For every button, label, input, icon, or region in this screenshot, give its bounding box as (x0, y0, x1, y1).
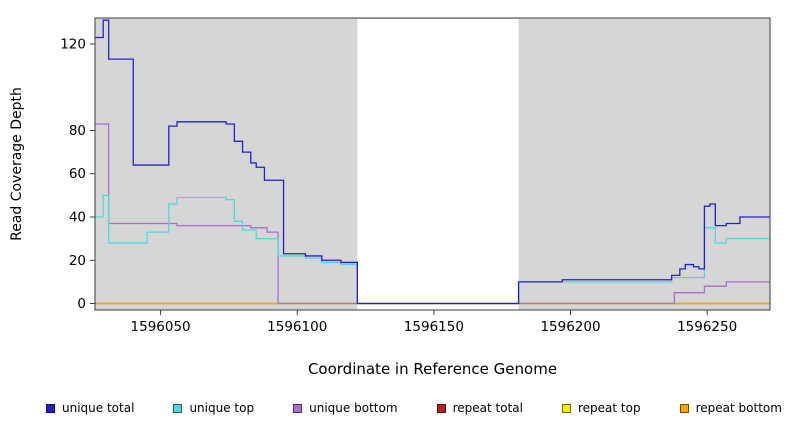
x-tick-label: 1596200 (540, 319, 600, 335)
legend: unique total unique top unique bottom re… (46, 399, 782, 417)
x-tick-label: 1596100 (267, 319, 327, 335)
series-group (95, 19, 770, 305)
y-tick-label: 80 (69, 123, 86, 139)
x-tick-label: 1596250 (677, 319, 737, 335)
y-tick-label: 120 (60, 36, 86, 52)
y-axis-title: Read Coverage Depth (9, 87, 25, 241)
plot-frame (94, 17, 771, 311)
legend-item-unique-top: unique top (173, 401, 254, 415)
legend-marker-repeat-top (561, 403, 571, 413)
legend-marker-repeat-total (436, 403, 446, 413)
legend-marker-repeat-bottom (679, 403, 689, 413)
x-tick-label: 1596050 (131, 319, 191, 335)
masked-region (357, 19, 519, 310)
y-tick-label: 40 (69, 209, 86, 225)
legend-marker-unique-bottom (293, 403, 303, 413)
series-unique-total (95, 19, 770, 305)
legend-item-repeat-top: repeat top (561, 401, 641, 415)
legend-label-unique-total: unique total (62, 401, 135, 415)
legend-item-unique-total: unique total (46, 401, 134, 415)
legend-item-repeat-bottom: repeat bottom (679, 401, 782, 415)
series-unique-bottom (95, 123, 770, 305)
y-tick-label: 0 (77, 296, 86, 312)
legend-label-unique-top: unique top (189, 401, 255, 415)
x-tick-label: 1596150 (404, 319, 464, 335)
series-unique-top (95, 194, 770, 305)
legend-label-repeat-total: repeat total (452, 401, 523, 415)
legend-marker-unique-top (173, 403, 183, 413)
legend-label-repeat-bottom: repeat bottom (695, 401, 782, 415)
legend-label-repeat-top: repeat top (577, 401, 641, 415)
y-tick-label: 20 (69, 253, 86, 269)
legend-marker-unique-total (46, 403, 55, 413)
legend-item-repeat-total: repeat total (436, 401, 523, 415)
legend-item-unique-bottom: unique bottom (293, 401, 398, 415)
y-tick-label: 60 (69, 166, 86, 182)
legend-label-unique-bottom: unique bottom (309, 401, 398, 415)
x-axis-title: Coordinate in Reference Genome (307, 360, 558, 378)
